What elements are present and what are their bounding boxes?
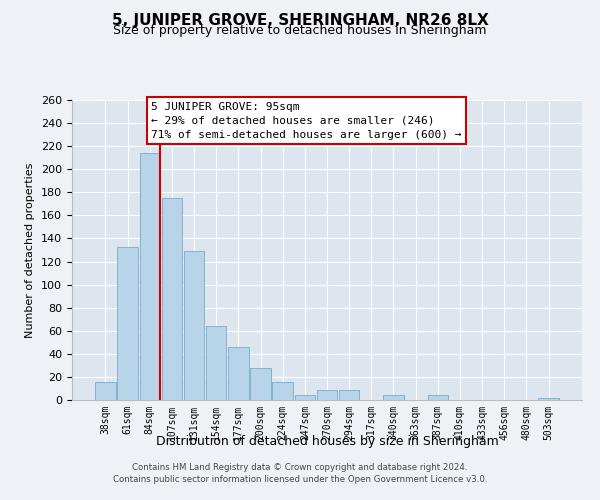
Y-axis label: Number of detached properties: Number of detached properties: [25, 162, 35, 338]
Bar: [95, 382, 116, 400]
Bar: [161, 198, 182, 400]
Text: Size of property relative to detached houses in Sheringham: Size of property relative to detached ho…: [113, 24, 487, 37]
Bar: [428, 396, 448, 400]
Text: 5 JUNIPER GROVE: 95sqm
← 29% of detached houses are smaller (246)
71% of semi-de: 5 JUNIPER GROVE: 95sqm ← 29% of detached…: [151, 102, 461, 140]
Bar: [250, 368, 271, 400]
Text: 5, JUNIPER GROVE, SHERINGHAM, NR26 8LX: 5, JUNIPER GROVE, SHERINGHAM, NR26 8LX: [112, 12, 488, 28]
Bar: [317, 390, 337, 400]
Bar: [118, 246, 138, 400]
Bar: [184, 251, 204, 400]
Text: Contains HM Land Registry data © Crown copyright and database right 2024.: Contains HM Land Registry data © Crown c…: [132, 464, 468, 472]
Bar: [295, 396, 315, 400]
Bar: [538, 398, 559, 400]
Text: Contains public sector information licensed under the Open Government Licence v3: Contains public sector information licen…: [113, 475, 487, 484]
Bar: [272, 382, 293, 400]
Bar: [140, 153, 160, 400]
Bar: [228, 347, 248, 400]
Bar: [339, 390, 359, 400]
Bar: [383, 396, 404, 400]
Bar: [206, 326, 226, 400]
Text: Distribution of detached houses by size in Sheringham: Distribution of detached houses by size …: [155, 435, 499, 448]
